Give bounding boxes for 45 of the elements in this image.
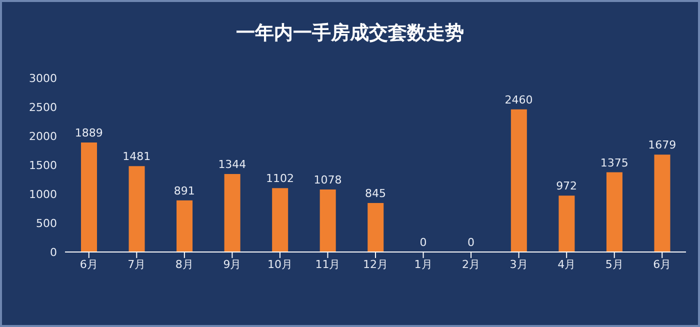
- data-label: 1889: [74, 126, 103, 140]
- data-label: 1481: [122, 150, 151, 164]
- data-label: 2460: [504, 93, 533, 106]
- bar: [320, 189, 336, 252]
- x-tick-label: 6月: [653, 258, 672, 271]
- bar: [128, 166, 145, 252]
- x-tick-label: 7月: [128, 258, 146, 271]
- x-tick-label: 1月: [414, 258, 432, 271]
- data-label: 1679: [648, 138, 676, 152]
- bar: [224, 174, 240, 252]
- x-tick-label: 5月: [605, 258, 624, 271]
- x-tick-label: 8月: [175, 258, 194, 271]
- x-tick-label: 2月: [462, 258, 480, 271]
- y-tick-label: 3000: [29, 72, 57, 85]
- data-label: 1375: [600, 156, 628, 170]
- data-label: 891: [174, 184, 195, 198]
- bar: [368, 202, 384, 252]
- x-tick-label: 11月: [315, 258, 340, 271]
- y-tick-label: 2000: [29, 130, 57, 143]
- bar: [654, 154, 670, 252]
- data-label: 1078: [314, 173, 342, 186]
- x-tick-label: 12月: [363, 258, 388, 271]
- y-tick-label: 500: [36, 216, 57, 230]
- bar: [558, 196, 575, 252]
- x-tick-label: 6月: [80, 258, 98, 271]
- x-tick-label: 10月: [267, 258, 292, 271]
- bar: [272, 188, 288, 252]
- bar: [176, 200, 193, 252]
- data-label: 1102: [266, 172, 294, 186]
- data-label: 0: [420, 236, 427, 249]
- bar: [510, 109, 527, 252]
- y-tick-label: 1000: [29, 188, 57, 201]
- data-label: 845: [365, 186, 386, 200]
- y-tick-label: 0: [50, 246, 57, 259]
- bar: [81, 142, 97, 252]
- x-tick-label: 3月: [510, 258, 528, 271]
- y-tick-label: 1500: [29, 158, 57, 172]
- bar: [606, 172, 622, 252]
- chart-title: 一年内一手房成交套数走势: [235, 21, 465, 46]
- x-tick-label: 9月: [223, 258, 242, 271]
- x-tick-label: 4月: [558, 258, 576, 271]
- data-label: 972: [556, 180, 578, 193]
- data-label: 1344: [218, 158, 246, 172]
- data-label: 0: [468, 236, 475, 249]
- y-tick-label: 2500: [29, 100, 57, 114]
